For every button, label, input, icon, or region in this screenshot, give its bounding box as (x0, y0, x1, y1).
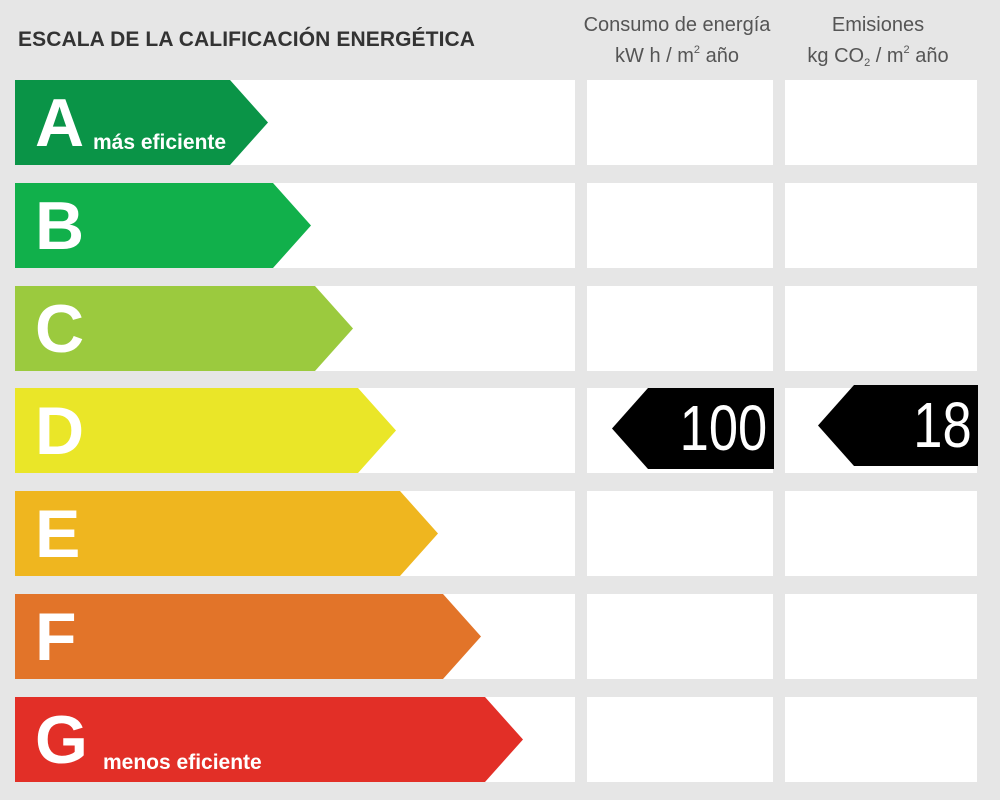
rating-arrow-b: B (15, 183, 311, 268)
emissions-value: 18 (913, 389, 972, 461)
rating-arrow-e: E (15, 491, 438, 576)
rating-arrow-f: F (15, 594, 481, 679)
emissions-cell (785, 594, 977, 679)
emissions-cell (785, 697, 977, 782)
rating-letter: A (35, 85, 85, 161)
rating-arrow-d: D (15, 388, 396, 473)
rating-bar-cell: B (15, 183, 575, 268)
emissions-column-header: Emisiones kg CO2 / m2 año (778, 10, 978, 72)
energy-column-header: Consumo de energía kW h / m2 año (577, 10, 777, 72)
energy-value: 100 (679, 392, 768, 464)
energy-cell (587, 491, 773, 576)
emissions-cell (785, 286, 977, 371)
rating-bar-cell: G menos eficiente (15, 697, 575, 782)
rating-letter: E (35, 496, 81, 572)
rating-row-b: B (0, 183, 1000, 268)
rating-row-g: G menos eficiente (0, 697, 1000, 782)
rating-sublabel: más eficiente (93, 131, 227, 154)
energy-cell (587, 80, 773, 165)
energy-cell (587, 697, 773, 782)
emissions-cell (785, 491, 977, 576)
rating-row-e: E (0, 491, 1000, 576)
rating-bar-cell: C (15, 286, 575, 371)
energy-cell (587, 183, 773, 268)
rating-sublabel: menos eficiente (103, 751, 262, 774)
emissions-cell (785, 80, 977, 165)
rating-bar-cell: D (15, 388, 575, 473)
page-title: ESCALA DE LA CALIFICACIÓN ENERGÉTICA (18, 28, 476, 51)
rating-letter: G (35, 702, 88, 778)
energy-value-tag: 100 (612, 388, 774, 469)
emissions-value-tag: 18 (818, 385, 978, 466)
energy-header-unit: kW h / m2 año (615, 44, 739, 68)
rating-arrow-c: C (15, 286, 353, 371)
rating-arrow-g: G menos eficiente (15, 697, 523, 782)
rating-letter: B (35, 188, 85, 264)
rating-row-f: F (0, 594, 1000, 679)
rating-bar-cell: E (15, 491, 575, 576)
rating-letter: F (35, 599, 77, 675)
rating-bar-cell: A más eficiente (15, 80, 575, 165)
energy-cell (587, 286, 773, 371)
emissions-header-unit: kg CO2 / m2 año (807, 44, 949, 69)
rating-letter: C (35, 291, 85, 367)
rating-letter: D (35, 393, 85, 469)
emissions-cell (785, 183, 977, 268)
rating-row-a: A más eficiente (0, 80, 1000, 165)
emissions-header-label: Emisiones (831, 14, 925, 36)
energy-cell (587, 594, 773, 679)
rating-arrow-a: A más eficiente (15, 80, 268, 165)
rating-bar-cell: F (15, 594, 575, 679)
energy-header-label: Consumo de energía (583, 14, 771, 36)
rating-row-c: C (0, 286, 1000, 371)
